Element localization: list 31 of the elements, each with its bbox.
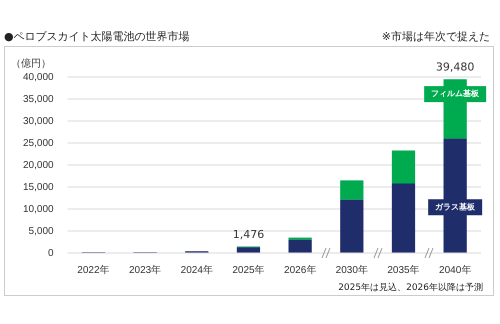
y-tick-label: 25,000 [22, 138, 54, 149]
y-tick-label: 40,000 [22, 72, 54, 83]
bar [340, 200, 364, 252]
x-tick-label: 2025年 [232, 264, 265, 276]
total-label: 1,476 [232, 228, 264, 241]
y-tick-label: 0 [48, 248, 54, 259]
y-tick-label: 10,000 [22, 204, 54, 215]
y-tick-label: 5,000 [28, 226, 54, 237]
series-label: ガラス基板 [435, 202, 476, 212]
text: 2025年は見込、2026年以降は予測 [338, 282, 483, 294]
y-tick-label: 35,000 [22, 94, 54, 105]
text: ※市場は年次で捉えた [382, 29, 490, 44]
chart-title: ●ペロブスカイト太陽電池の世界市場 [4, 29, 190, 44]
total-label: 39,480 [436, 60, 474, 74]
y-axis-title: （億円） [11, 58, 51, 70]
bar [288, 240, 312, 252]
x-tick-label: 2035年 [387, 264, 420, 276]
x-tick-label: 2023年 [128, 264, 162, 276]
x-tick-label: 2040年 [439, 264, 472, 276]
x-tick-label: 2030年 [336, 264, 368, 276]
bar [392, 150, 416, 184]
x-tick-label: 2022年 [77, 264, 110, 276]
y-tick-label: 30,000 [22, 116, 54, 127]
bar [340, 180, 364, 200]
x-tick-label: 2024年 [180, 264, 213, 276]
y-tick-label: 20,000 [22, 160, 54, 171]
bar [392, 183, 416, 252]
series-label: フィルム基板 [431, 89, 480, 98]
bar [236, 247, 260, 252]
x-tick-label: 2026年 [284, 264, 316, 276]
y-tick-label: 15,000 [22, 182, 54, 193]
